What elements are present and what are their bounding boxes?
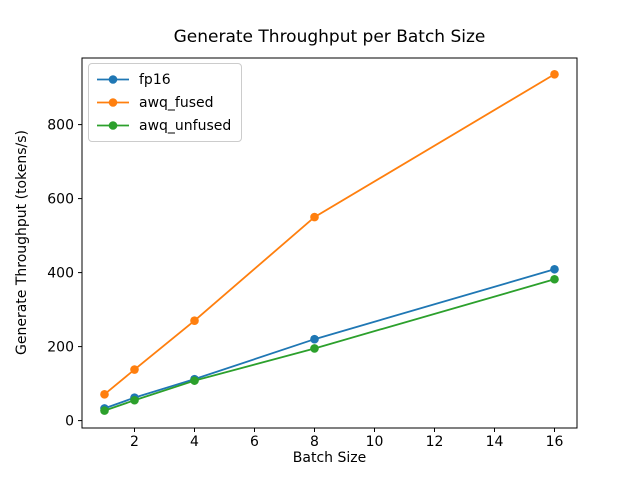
- x-tick-label: 14: [486, 434, 504, 450]
- legend-line-marker-icon: [97, 98, 129, 107]
- legend-label: awq_fused: [139, 94, 214, 111]
- x-tick-label: 8: [310, 434, 319, 450]
- series-marker-awq_fused: [190, 316, 199, 326]
- legend-label: awq_unfused: [139, 117, 232, 134]
- series-marker-awq_fused: [130, 365, 139, 374]
- series-marker-awq_unfused: [130, 395, 139, 405]
- series-marker-awq_unfused: [190, 376, 199, 385]
- y-tick-label: 0: [65, 414, 74, 430]
- legend-item-awq_fused: awq_fused: [96, 91, 231, 114]
- x-axis-label: Batch Size: [292, 450, 367, 466]
- x-tick-label: 10: [366, 434, 384, 450]
- series-marker-awq_unfused: [100, 406, 109, 415]
- series-marker-fp16: [550, 264, 559, 274]
- series-marker-awq_fused: [100, 390, 109, 399]
- x-tick-label: 4: [190, 434, 199, 450]
- legend-label: fp16: [139, 71, 171, 88]
- chart-title: Generate Throughput per Batch Size: [173, 27, 486, 47]
- series-marker-awq_fused: [310, 212, 319, 222]
- series-marker-fp16: [310, 334, 319, 344]
- legend: fp16 awq_fused awq_unfused: [88, 63, 243, 142]
- x-tick-label: 12: [426, 434, 444, 450]
- series-marker-awq_fused: [550, 69, 559, 79]
- x-tick-label: 2: [130, 434, 139, 450]
- legend-line-marker-icon: [97, 121, 129, 130]
- series-marker-awq_unfused: [310, 344, 319, 353]
- x-tick-label: 16: [546, 434, 564, 450]
- axes-spines: [81, 57, 578, 429]
- y-tick-label: 800: [47, 118, 74, 134]
- legend-item-awq_unfused: awq_unfused: [96, 114, 231, 137]
- y-tick-label: 400: [47, 266, 74, 282]
- y-tick-label: 200: [47, 340, 74, 356]
- legend-item-fp16: fp16: [96, 68, 231, 91]
- series-marker-awq_unfused: [550, 274, 559, 284]
- x-tick-label: 6: [250, 434, 259, 450]
- series-line-awq_unfused: [104, 278, 555, 412]
- y-tick-label: 600: [47, 192, 74, 208]
- legend-line-marker-icon: [97, 75, 129, 84]
